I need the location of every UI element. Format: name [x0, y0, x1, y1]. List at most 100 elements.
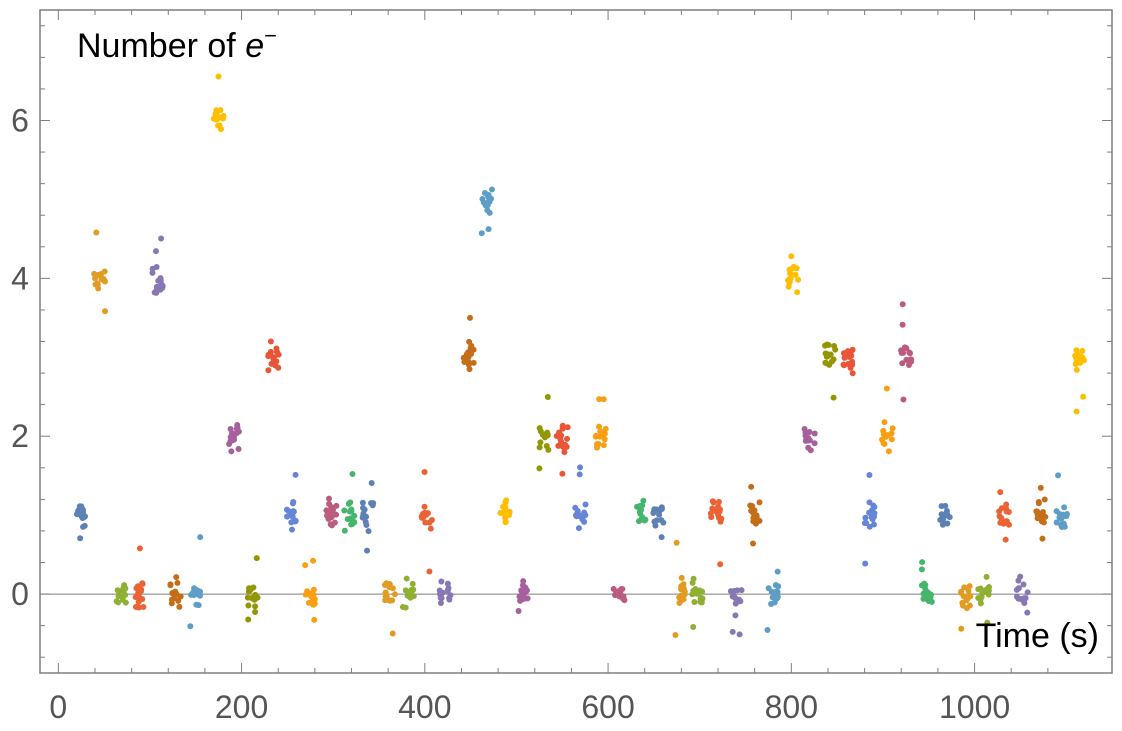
cluster: [707, 498, 725, 568]
data-point: [520, 596, 527, 603]
data-point: [750, 507, 757, 514]
data-point: [427, 525, 434, 532]
data-point: [245, 602, 252, 609]
cluster: [572, 464, 589, 532]
cluster: [497, 497, 513, 526]
data-point: [346, 508, 353, 515]
data-point: [561, 449, 568, 456]
data-point: [822, 350, 829, 357]
data-point: [1021, 599, 1028, 606]
data-point: [290, 498, 297, 505]
data-point: [422, 519, 429, 526]
data-point: [690, 623, 697, 630]
data-point: [998, 505, 1005, 512]
data-point: [1015, 595, 1022, 602]
y-axis-title: Number of e−: [77, 23, 277, 65]
data-point: [273, 345, 280, 352]
data-point: [748, 483, 755, 490]
data-point: [985, 586, 992, 593]
data-point: [774, 593, 781, 600]
data-point: [370, 500, 377, 507]
cluster: [381, 580, 398, 637]
data-point: [364, 547, 371, 554]
cluster: [937, 502, 953, 528]
data-point: [621, 597, 628, 604]
data-point: [288, 526, 295, 533]
data-point: [708, 514, 715, 521]
data-point: [849, 346, 856, 353]
data-point: [727, 588, 734, 595]
data-point: [899, 301, 906, 308]
data-point: [536, 465, 543, 472]
cluster: [302, 557, 318, 623]
data-point: [284, 513, 291, 520]
data-point: [1040, 508, 1047, 515]
cluster: [167, 574, 184, 610]
data-point: [983, 573, 990, 580]
cluster: [515, 578, 531, 614]
data-point: [811, 430, 818, 437]
data-point: [153, 287, 160, 294]
data-point: [444, 587, 451, 594]
data-point: [480, 199, 487, 206]
data-point: [363, 513, 370, 520]
data-point: [602, 425, 609, 432]
data-point: [98, 276, 105, 283]
data-point: [715, 514, 722, 521]
data-point: [248, 595, 255, 602]
data-point: [691, 599, 698, 606]
cluster: [113, 582, 129, 606]
data-point: [844, 348, 851, 355]
data-point: [672, 632, 679, 639]
data-point: [502, 518, 509, 525]
data-point: [399, 603, 406, 610]
cluster: [801, 425, 818, 454]
cluster: [634, 497, 649, 525]
data-point: [544, 394, 551, 401]
data-point: [601, 436, 608, 443]
data-point: [197, 534, 204, 541]
data-point: [918, 566, 925, 573]
data-point: [1039, 535, 1046, 542]
data-point: [1015, 585, 1022, 592]
data-point: [593, 444, 600, 451]
data-point: [651, 506, 658, 513]
data-point: [922, 581, 929, 588]
data-point: [753, 512, 760, 519]
data-point: [381, 582, 388, 589]
data-point: [807, 447, 814, 454]
cluster: [918, 559, 935, 605]
data-point: [502, 512, 509, 519]
data-point: [862, 514, 869, 521]
data-point: [802, 431, 809, 438]
data-point: [787, 275, 794, 282]
data-point: [737, 598, 744, 605]
data-point: [938, 503, 945, 510]
data-point: [515, 607, 522, 614]
data-point: [1037, 484, 1044, 491]
data-point: [1005, 521, 1012, 528]
data-point: [612, 591, 619, 598]
data-point: [1034, 511, 1041, 518]
data-point: [409, 580, 416, 587]
data-point: [488, 195, 495, 202]
data-point: [965, 587, 972, 594]
cluster: [689, 575, 706, 630]
data-point: [576, 471, 583, 478]
data-point: [214, 108, 221, 115]
data-point: [421, 468, 428, 475]
data-point: [228, 448, 235, 455]
data-point: [341, 527, 348, 534]
data-point: [806, 436, 813, 443]
data-point: [898, 347, 905, 354]
data-point: [861, 520, 868, 527]
data-point: [137, 588, 144, 595]
data-point: [149, 269, 156, 276]
data-point: [136, 545, 143, 552]
cluster: [244, 555, 261, 623]
cluster: [210, 73, 227, 133]
data-point: [869, 516, 876, 523]
data-point: [785, 283, 792, 290]
data-point: [152, 248, 159, 255]
data-point: [1053, 519, 1060, 526]
